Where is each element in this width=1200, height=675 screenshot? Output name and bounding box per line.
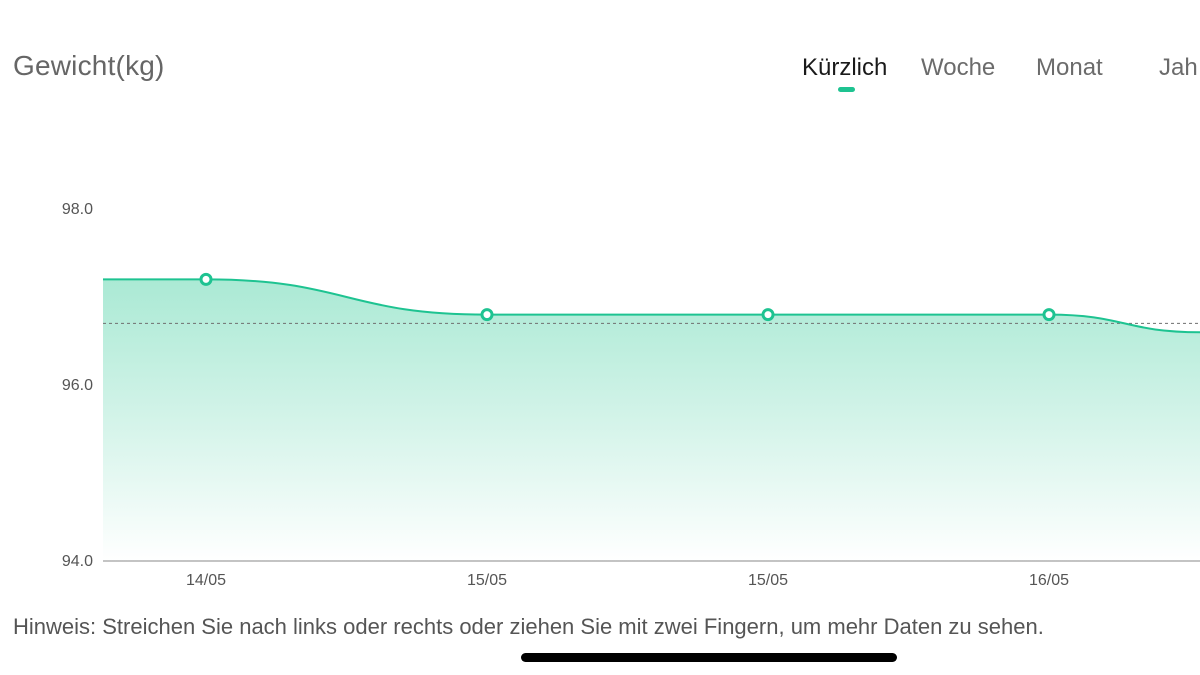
home-indicator[interactable] (521, 653, 897, 662)
tab-recent[interactable]: Kürzlich (802, 54, 888, 81)
tab-week[interactable]: Woche (921, 54, 996, 81)
tab-month[interactable]: Monat (1036, 54, 1103, 81)
active-tab-indicator (838, 87, 855, 92)
y-tick-label: 94.0 (62, 553, 93, 570)
area-fill (103, 279, 1200, 561)
page-title: Gewicht(kg) (13, 50, 165, 81)
series-line (103, 278, 1200, 334)
x-tick-label: 15/05 (467, 572, 507, 589)
data-point[interactable] (199, 272, 213, 286)
y-tick-label: 96.0 (62, 377, 93, 394)
y-tick-label: 98.0 (62, 201, 93, 218)
x-tick-label: 15/05 (748, 572, 788, 589)
tab-year[interactable]: Jah (1159, 54, 1198, 81)
hint-text: Hinweis: Streichen Sie nach links oder r… (13, 614, 1044, 639)
data-point[interactable] (1042, 308, 1056, 322)
data-point[interactable] (761, 308, 775, 322)
x-tick-label: 14/05 (186, 572, 226, 589)
data-point[interactable] (480, 308, 494, 322)
x-tick-label: 16/05 (1029, 572, 1069, 589)
